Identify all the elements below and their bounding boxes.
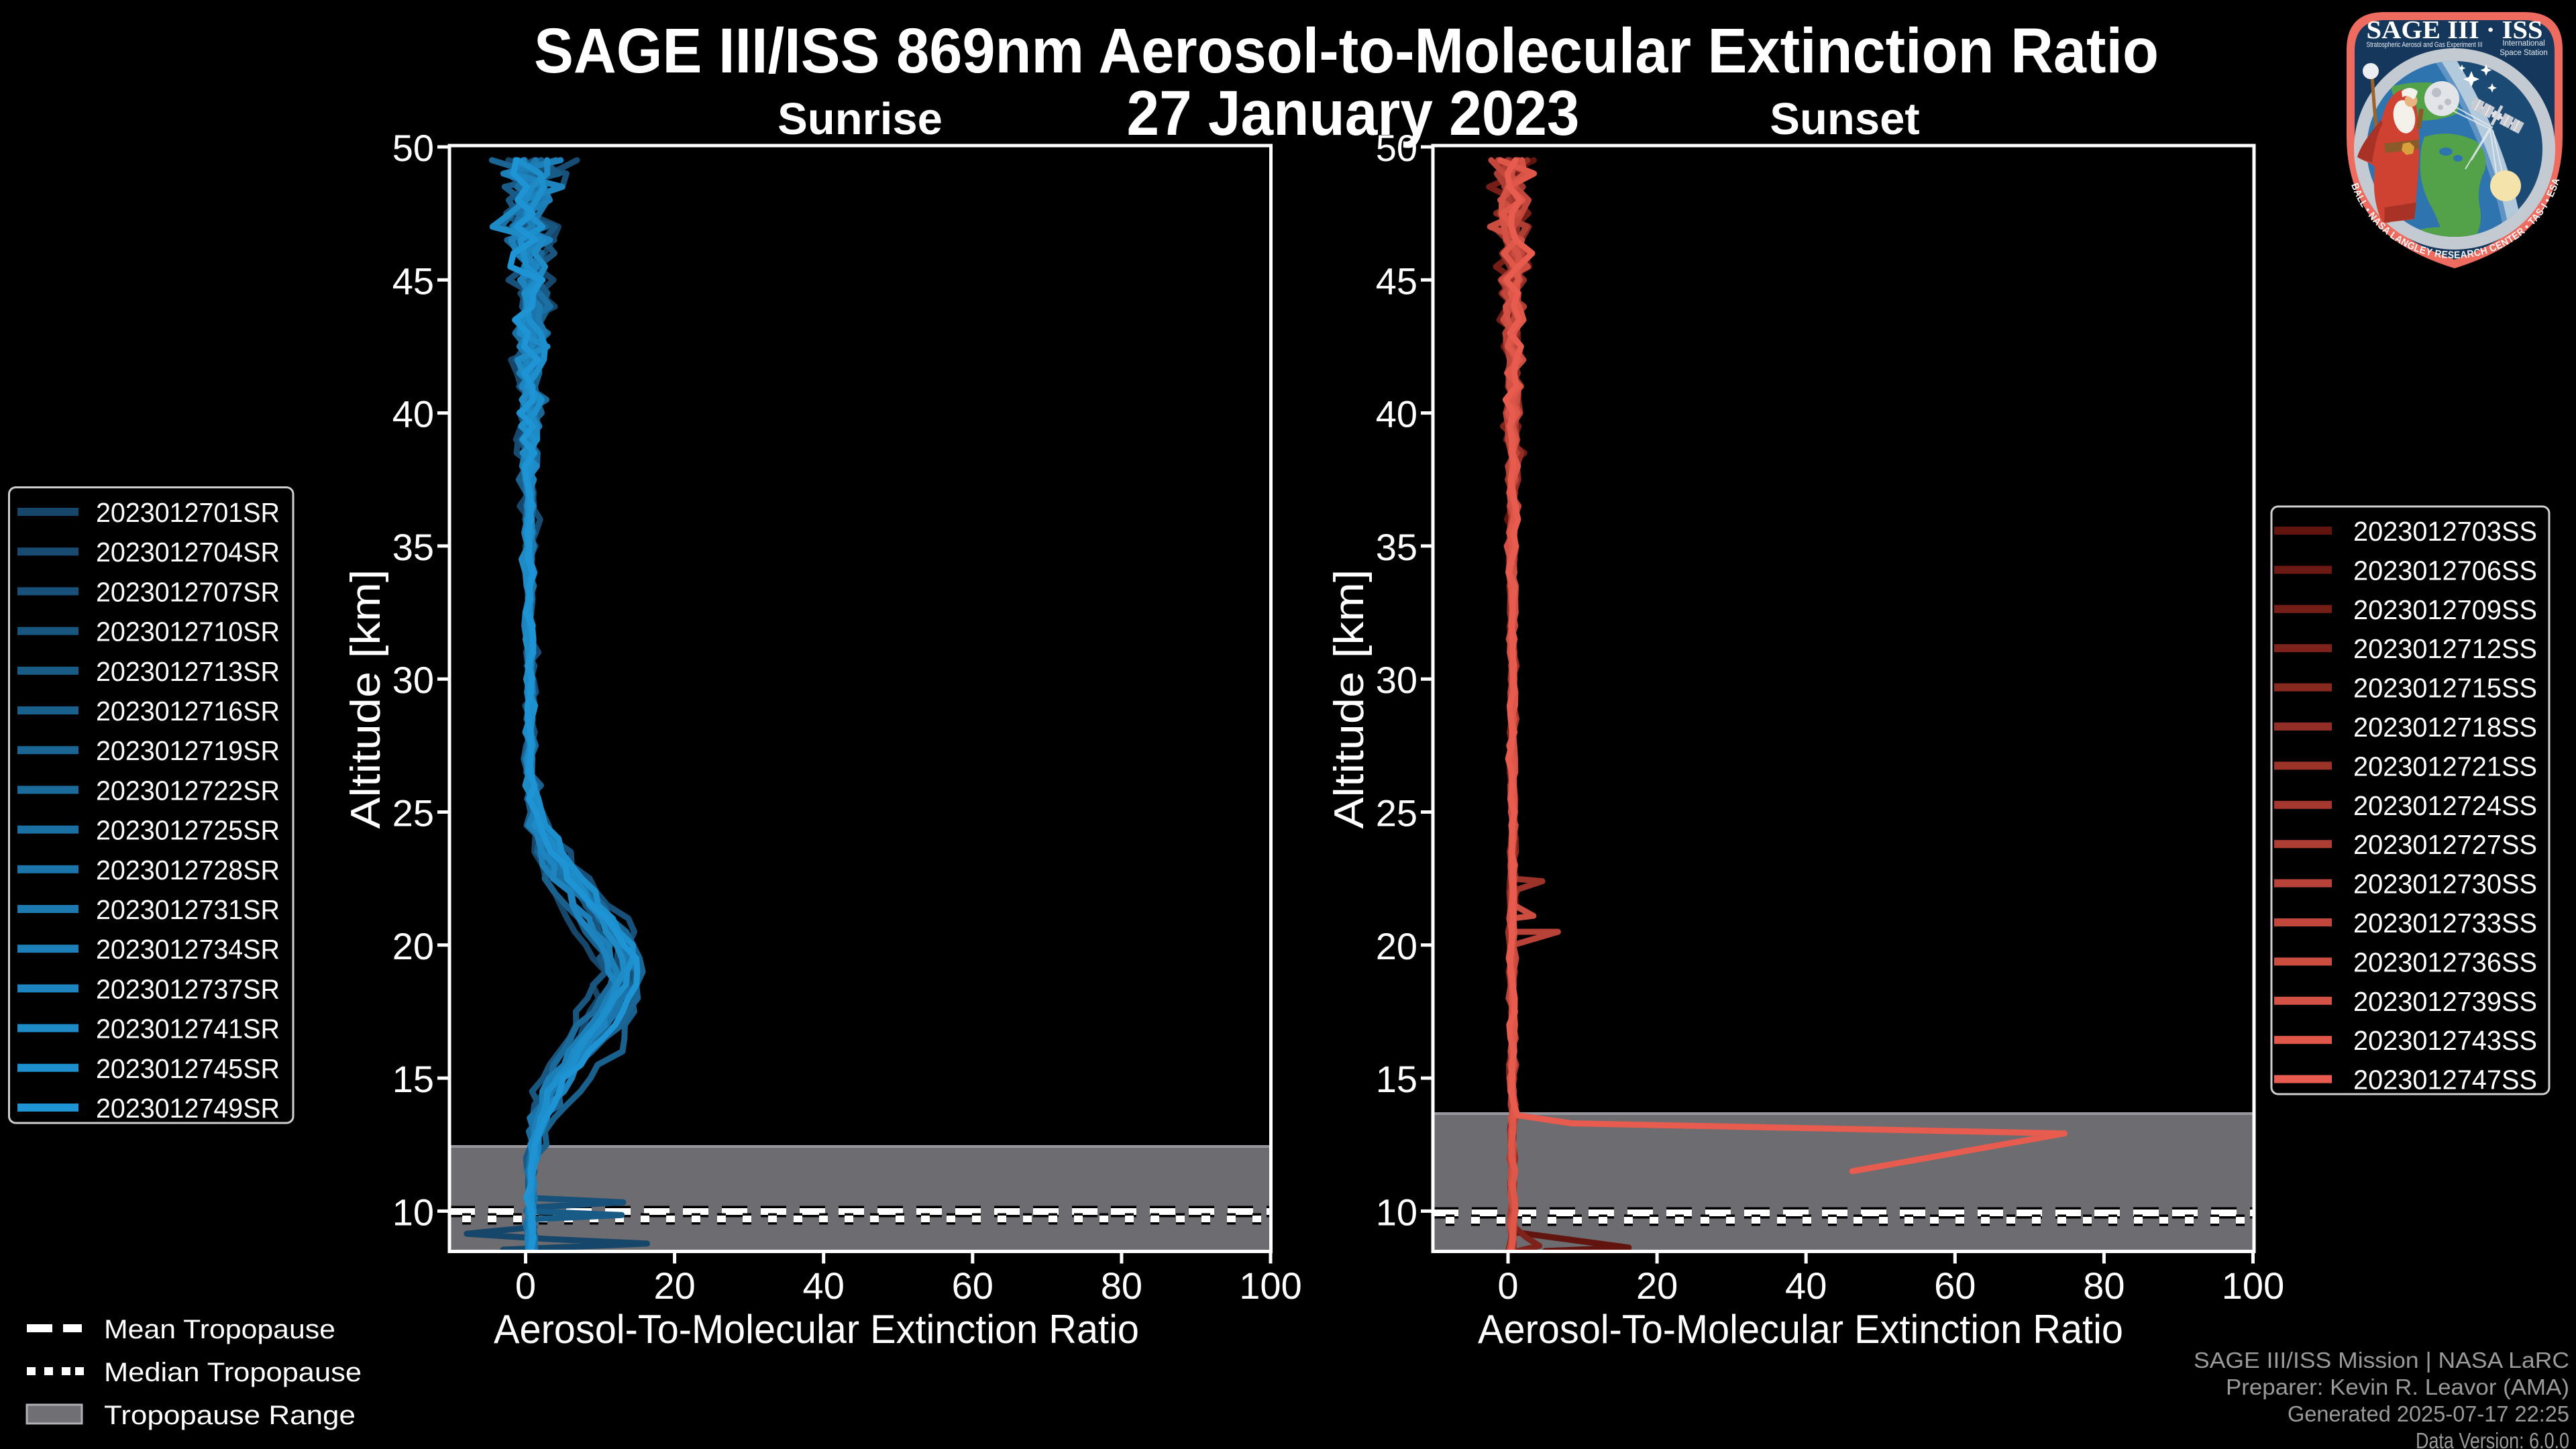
svg-text:SAGE III/ISS 869nm Aerosol-to-: SAGE III/ISS 869nm Aerosol-to-Molecular … — [534, 15, 2159, 87]
svg-text:50: 50 — [392, 127, 434, 169]
svg-text:2023012736SS: 2023012736SS — [2353, 947, 2537, 977]
svg-text:Preparer: Kevin R. Leavor (AMA: Preparer: Kevin R. Leavor (AMA) — [2226, 1375, 2569, 1399]
svg-text:Sunrise: Sunrise — [777, 94, 943, 144]
svg-text:Generated 2025-07-17 22:25: Generated 2025-07-17 22:25 — [2288, 1401, 2569, 1426]
svg-text:Aerosol-To-Molecular Extinctio: Aerosol-To-Molecular Extinction Ratio — [494, 1307, 1139, 1352]
svg-text:2023012722SR: 2023012722SR — [96, 775, 280, 806]
svg-text:2023012727SS: 2023012727SS — [2353, 829, 2537, 860]
svg-text:Sunset: Sunset — [1770, 94, 1919, 144]
svg-text:60: 60 — [1934, 1265, 1976, 1307]
svg-text:40: 40 — [392, 393, 434, 435]
svg-text:20: 20 — [1636, 1265, 1678, 1307]
svg-text:0: 0 — [515, 1265, 536, 1307]
svg-text:20: 20 — [1376, 925, 1417, 967]
svg-text:35: 35 — [392, 526, 434, 568]
svg-text:25: 25 — [392, 792, 434, 835]
svg-text:Aerosol-To-Molecular Extinctio: Aerosol-To-Molecular Extinction Ratio — [1478, 1307, 2123, 1352]
svg-text:2023012734SR: 2023012734SR — [96, 934, 280, 965]
svg-text:2023012743SS: 2023012743SS — [2353, 1025, 2537, 1056]
svg-text:10: 10 — [1376, 1191, 1417, 1233]
svg-text:100: 100 — [2222, 1265, 2284, 1307]
svg-text:2023012703SS: 2023012703SS — [2353, 516, 2537, 547]
svg-text:2023012728SR: 2023012728SR — [96, 855, 280, 885]
svg-text:Altitude [km]: Altitude [km] — [1326, 570, 1373, 829]
svg-text:30: 30 — [392, 659, 434, 701]
svg-text:2023012719SR: 2023012719SR — [96, 735, 280, 766]
svg-text:2023012741SR: 2023012741SR — [96, 1014, 280, 1044]
svg-text:International: International — [2502, 40, 2544, 48]
svg-text:Altitude [km]: Altitude [km] — [343, 570, 389, 829]
svg-text:2023012737SR: 2023012737SR — [96, 973, 280, 1004]
svg-text:80: 80 — [1101, 1265, 1142, 1307]
svg-text:40: 40 — [1785, 1265, 1827, 1307]
svg-text:Data Version: 6.0.0: Data Version: 6.0.0 — [2416, 1428, 2569, 1449]
svg-text:2023012716SR: 2023012716SR — [96, 696, 280, 727]
svg-text:2023012745SR: 2023012745SR — [96, 1053, 280, 1084]
svg-text:2023012713SR: 2023012713SR — [96, 656, 280, 687]
svg-text:2023012712SS: 2023012712SS — [2353, 633, 2537, 664]
svg-text:100: 100 — [1239, 1265, 1301, 1307]
svg-text:40: 40 — [803, 1265, 845, 1307]
svg-text:2023012749SR: 2023012749SR — [96, 1093, 280, 1124]
svg-text:40: 40 — [1376, 393, 1417, 435]
svg-text:2023012707SR: 2023012707SR — [96, 576, 280, 607]
svg-text:2023012701SR: 2023012701SR — [96, 497, 280, 528]
svg-text:35: 35 — [1376, 526, 1417, 568]
svg-text:45: 45 — [1376, 260, 1417, 302]
svg-text:2023012718SS: 2023012718SS — [2353, 712, 2537, 743]
svg-text:80: 80 — [2083, 1265, 2125, 1307]
svg-text:2023012704SR: 2023012704SR — [96, 537, 280, 568]
svg-text:15: 15 — [1376, 1058, 1417, 1100]
svg-text:2023012709SS: 2023012709SS — [2353, 594, 2537, 625]
svg-text:2023012706SS: 2023012706SS — [2353, 555, 2537, 586]
svg-text:SAGE III/ISS Mission | NASA La: SAGE III/ISS Mission | NASA LaRC — [2194, 1348, 2569, 1373]
svg-text:45: 45 — [392, 260, 434, 302]
svg-text:2023012733SS: 2023012733SS — [2353, 908, 2537, 938]
svg-text:20: 20 — [653, 1265, 695, 1307]
svg-text:Space Station: Space Station — [2500, 49, 2548, 57]
svg-text:2023012721SS: 2023012721SS — [2353, 751, 2537, 782]
svg-text:2023012731SR: 2023012731SR — [96, 894, 280, 925]
svg-text:10: 10 — [392, 1191, 434, 1233]
svg-text:Mean Tropopause: Mean Tropopause — [104, 1315, 335, 1344]
svg-text:2023012724SS: 2023012724SS — [2353, 790, 2537, 821]
svg-text:SAGE III · ISS: SAGE III · ISS — [2367, 16, 2543, 44]
svg-text:2023012730SS: 2023012730SS — [2353, 869, 2537, 900]
svg-text:2023012739SS: 2023012739SS — [2353, 986, 2537, 1017]
svg-text:27 January 2023: 27 January 2023 — [1127, 78, 1580, 149]
svg-text:60: 60 — [952, 1265, 994, 1307]
svg-text:2023012725SR: 2023012725SR — [96, 815, 280, 846]
svg-text:0: 0 — [1497, 1265, 1518, 1307]
svg-text:2023012747SS: 2023012747SS — [2353, 1065, 2537, 1095]
svg-text:2023012710SR: 2023012710SR — [96, 616, 280, 647]
svg-text:2023012715SS: 2023012715SS — [2353, 673, 2537, 704]
svg-text:25: 25 — [1376, 792, 1417, 835]
svg-text:50: 50 — [1376, 127, 1417, 169]
svg-text:15: 15 — [392, 1058, 434, 1100]
svg-text:Stratospheric Aerosol and Gas: Stratospheric Aerosol and Gas Experiment… — [2367, 41, 2483, 49]
svg-text:30: 30 — [1376, 659, 1417, 701]
svg-text:Tropopause Range: Tropopause Range — [104, 1401, 356, 1430]
svg-text:Median Tropopause: Median Tropopause — [104, 1358, 362, 1387]
svg-text:20: 20 — [392, 925, 434, 967]
